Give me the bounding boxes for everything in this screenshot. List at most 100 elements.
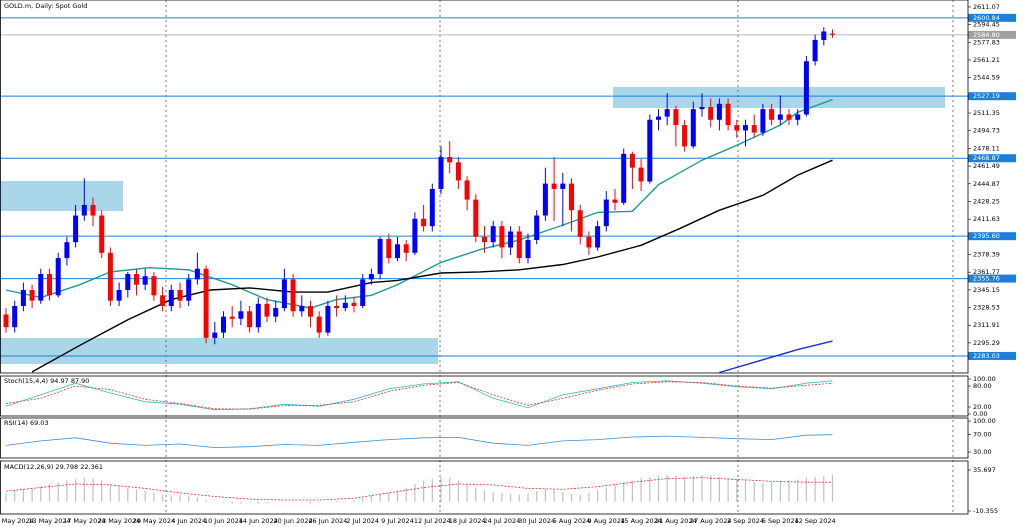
- candle-body: [786, 114, 792, 120]
- candle-body: [168, 290, 174, 306]
- y-tick-label: 2428.25: [973, 197, 1000, 205]
- current-price-label: 2584.80: [973, 31, 1000, 39]
- candle-body: [308, 305, 313, 317]
- candle-body: [699, 107, 705, 110]
- candle-body: [769, 109, 775, 120]
- candle-body: [107, 252, 113, 301]
- candle-body: [429, 188, 435, 227]
- candle-body: [125, 274, 131, 291]
- y-tick-label: 80.00: [973, 382, 992, 390]
- candle-body: [73, 215, 79, 243]
- candle-body: [482, 236, 487, 243]
- y-tick-label: -10.355: [973, 507, 998, 515]
- candle-body: [516, 231, 522, 259]
- indicator-line: [719, 340, 833, 374]
- candle-body: [577, 210, 583, 237]
- candle-body: [229, 316, 235, 319]
- chart-title: GOLD.m, Daily: Spot Gold: [4, 2, 87, 10]
- candle-body: [212, 332, 218, 338]
- candle-body: [473, 199, 479, 237]
- candle-body: [99, 215, 105, 253]
- indicator-line: [5, 98, 833, 309]
- candle-body: [334, 305, 340, 309]
- y-tick-label: 2494.73: [973, 127, 1000, 135]
- x-tick-label: 27 Aug 2024: [690, 517, 732, 525]
- candle-body: [90, 204, 96, 216]
- candle-body: [690, 109, 696, 147]
- candle-body: [360, 279, 366, 306]
- candle-body: [81, 204, 87, 216]
- level-label: 2600.84: [973, 14, 1000, 22]
- x-tick-label: 29 May 2024: [133, 517, 175, 525]
- candle-body: [603, 199, 609, 227]
- level-label: 2468.87: [973, 154, 1000, 162]
- x-tick-label: 18 Jul 2024: [449, 517, 486, 525]
- x-tick-label: 2 Sep 2024: [727, 517, 764, 525]
- x-tick-label: 9 Jul 2024: [381, 517, 414, 525]
- candle-body: [55, 258, 61, 296]
- candle-body: [134, 274, 139, 285]
- x-tick-label: 2 Jul 2024: [346, 517, 379, 525]
- candle-body: [325, 305, 331, 333]
- x-tick-label: 13 May 2024: [28, 517, 70, 525]
- candle-body: [221, 316, 226, 333]
- level-label-box: [968, 154, 1016, 163]
- y-tick-label: 2611.07: [973, 3, 1000, 11]
- level-label-box: [968, 351, 1016, 360]
- candle-body: [751, 125, 757, 133]
- candle-body: [447, 157, 453, 163]
- panel-title: RSI(14) 69.03: [4, 419, 49, 427]
- candle-body: [351, 302, 357, 306]
- candle-body: [12, 305, 18, 328]
- panel-frame: [0, 375, 969, 417]
- candle-body: [316, 316, 322, 333]
- y-tick-label: 100.00: [973, 375, 996, 383]
- candle-body: [656, 116, 661, 120]
- candle-body: [47, 274, 52, 296]
- candle-body: [255, 303, 261, 328]
- level-label-box: [968, 274, 1016, 283]
- indicator-line: [5, 381, 833, 410]
- candle-body: [673, 109, 679, 126]
- panel-frame: [0, 0, 969, 374]
- x-tick-label: 12 Jul 2024: [414, 517, 451, 525]
- x-tick-label: 17 May 2024: [63, 517, 105, 525]
- level-label: 2355.76: [973, 275, 1000, 283]
- level-label-box: [968, 13, 1016, 22]
- candle-body: [247, 311, 253, 328]
- candle-body: [116, 290, 122, 301]
- y-tick-label: 2544.59: [973, 74, 1000, 82]
- y-tick-label: 2511.35: [973, 109, 1000, 117]
- separators: [165, 0, 954, 514]
- candle-body: [299, 305, 305, 312]
- candle-body: [734, 125, 740, 131]
- candle-body: [464, 180, 470, 200]
- candle-body: [186, 279, 192, 301]
- y-tick-label: 2361.77: [973, 268, 1000, 276]
- level-label: 2527.19: [973, 92, 1000, 100]
- candle-body: [403, 244, 409, 253]
- candle-body: [621, 153, 627, 203]
- candle-body: [438, 157, 444, 189]
- x-tick-label: 15 Aug 2024: [620, 517, 662, 525]
- x-tick-label: 23 May 2024: [98, 517, 140, 525]
- candle-body: [760, 109, 766, 133]
- candle-body: [194, 268, 200, 280]
- candle-body: [377, 238, 383, 275]
- candle-body: [142, 276, 148, 285]
- indicator-line: [5, 434, 833, 449]
- candle-body: [629, 153, 635, 168]
- candle-body: [569, 183, 574, 211]
- x-tick-label: 30 Jul 2024: [518, 517, 555, 525]
- candle-body: [38, 274, 44, 301]
- candle-body: [490, 226, 496, 243]
- candle-body: [812, 40, 818, 62]
- candle-body: [455, 162, 461, 181]
- candle-body: [29, 290, 35, 301]
- candle-body: [177, 290, 183, 301]
- y-tick-label: 70.00: [973, 430, 992, 438]
- y-tick-label: 2295.29: [973, 339, 1000, 347]
- candle-body: [203, 268, 209, 338]
- candle-body: [716, 103, 722, 120]
